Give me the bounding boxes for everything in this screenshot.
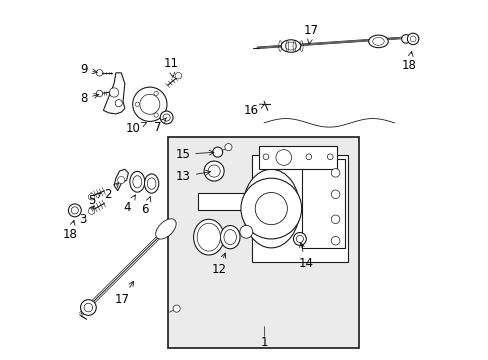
Ellipse shape <box>281 40 300 52</box>
Circle shape <box>88 194 95 200</box>
Polygon shape <box>114 169 128 191</box>
Ellipse shape <box>372 37 384 45</box>
Ellipse shape <box>147 178 156 189</box>
Circle shape <box>284 154 290 159</box>
Ellipse shape <box>368 35 387 48</box>
Circle shape <box>305 154 311 159</box>
Circle shape <box>241 178 301 239</box>
Bar <box>258 146 337 169</box>
Text: 5: 5 <box>88 193 101 207</box>
Circle shape <box>163 114 170 121</box>
Circle shape <box>293 233 305 246</box>
Circle shape <box>88 208 95 214</box>
Ellipse shape <box>224 230 236 245</box>
Ellipse shape <box>144 174 159 193</box>
Circle shape <box>173 305 180 312</box>
Circle shape <box>240 225 252 238</box>
Text: 18: 18 <box>62 220 78 241</box>
Text: 11: 11 <box>163 57 179 77</box>
Ellipse shape <box>197 223 220 251</box>
Text: 7: 7 <box>154 118 166 134</box>
Circle shape <box>203 161 224 181</box>
Circle shape <box>84 303 93 312</box>
Circle shape <box>68 204 81 217</box>
Circle shape <box>96 69 102 76</box>
Circle shape <box>212 147 222 157</box>
Text: 16: 16 <box>244 104 264 117</box>
Circle shape <box>326 154 332 159</box>
Bar <box>251 155 347 262</box>
Circle shape <box>263 154 268 159</box>
Text: 10: 10 <box>125 122 146 135</box>
Circle shape <box>331 190 339 199</box>
Text: 17: 17 <box>304 24 319 44</box>
Circle shape <box>71 207 78 214</box>
Text: 9: 9 <box>80 63 97 76</box>
Circle shape <box>331 215 339 224</box>
Text: 3: 3 <box>79 206 94 226</box>
Ellipse shape <box>133 176 142 188</box>
Text: 6: 6 <box>141 197 150 216</box>
Circle shape <box>275 150 291 165</box>
Circle shape <box>115 100 122 107</box>
Circle shape <box>296 235 303 243</box>
Circle shape <box>331 237 339 245</box>
Circle shape <box>132 87 166 121</box>
Text: 14: 14 <box>298 243 313 270</box>
Text: 1: 1 <box>260 336 267 349</box>
Circle shape <box>154 91 158 96</box>
Ellipse shape <box>220 226 240 249</box>
Text: 2: 2 <box>104 183 119 201</box>
Text: 17: 17 <box>115 282 133 306</box>
Circle shape <box>81 300 96 315</box>
Circle shape <box>207 165 220 177</box>
Circle shape <box>401 35 409 43</box>
Ellipse shape <box>242 169 299 248</box>
Ellipse shape <box>285 42 296 50</box>
Circle shape <box>175 72 181 79</box>
Ellipse shape <box>130 171 144 192</box>
Circle shape <box>160 111 173 124</box>
Text: 13: 13 <box>176 170 210 183</box>
Circle shape <box>140 94 160 114</box>
Polygon shape <box>103 73 124 114</box>
Circle shape <box>407 33 418 45</box>
Text: 18: 18 <box>401 51 415 72</box>
Circle shape <box>109 88 119 97</box>
Bar <box>301 158 344 248</box>
Circle shape <box>331 168 339 177</box>
Text: 15: 15 <box>175 148 214 161</box>
Circle shape <box>409 36 415 42</box>
Text: 12: 12 <box>211 253 226 276</box>
Ellipse shape <box>193 219 224 255</box>
Text: 8: 8 <box>80 92 99 105</box>
Bar <box>198 193 253 210</box>
Circle shape <box>154 113 158 117</box>
Circle shape <box>96 90 102 97</box>
Circle shape <box>118 176 124 184</box>
Bar <box>167 137 358 348</box>
Circle shape <box>135 102 139 107</box>
Text: 4: 4 <box>123 195 135 215</box>
Ellipse shape <box>155 219 176 239</box>
Circle shape <box>224 144 231 151</box>
Circle shape <box>255 193 287 225</box>
